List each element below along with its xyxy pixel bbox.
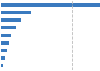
Bar bbox=[1, 41, 9, 45]
Bar bbox=[1, 26, 16, 29]
Bar bbox=[1, 3, 100, 7]
Bar bbox=[1, 34, 11, 37]
Bar bbox=[1, 11, 31, 14]
Bar bbox=[1, 64, 3, 67]
Bar bbox=[1, 49, 7, 52]
Bar bbox=[1, 56, 5, 60]
Bar bbox=[1, 18, 21, 22]
